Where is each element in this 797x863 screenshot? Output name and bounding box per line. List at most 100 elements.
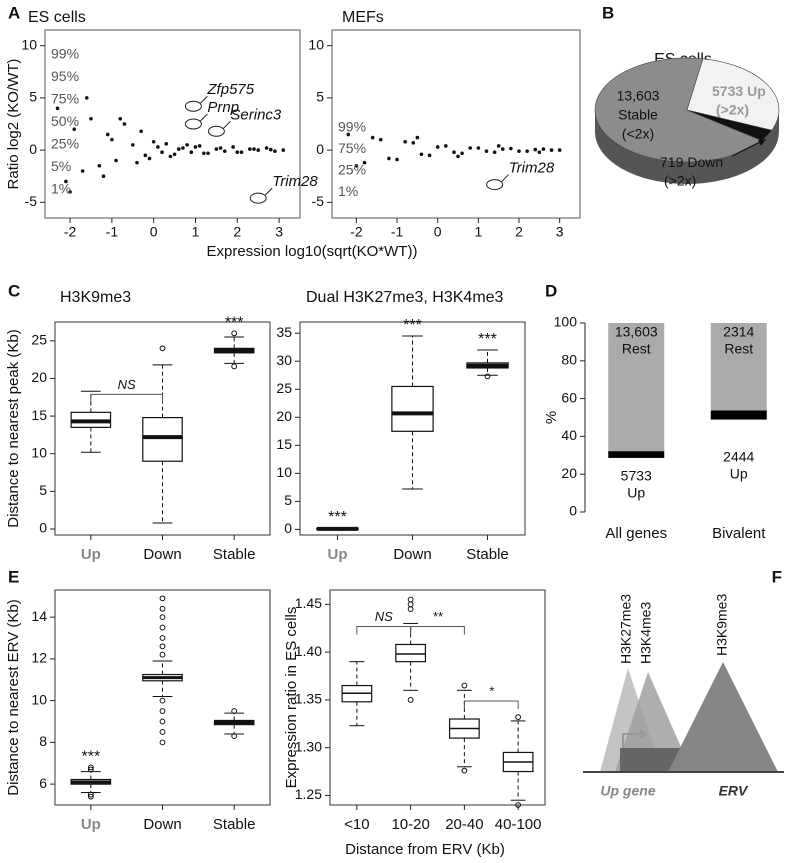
count-label: 5733	[621, 468, 652, 484]
pie-label: Stable	[618, 107, 658, 123]
pie-slice	[594, 57, 763, 163]
point	[85, 96, 89, 100]
bar-segment	[608, 451, 665, 458]
outlier	[407, 596, 414, 603]
outlier	[231, 363, 238, 370]
y-tick-label: 1.35	[295, 691, 322, 707]
box	[391, 385, 434, 432]
outlier	[159, 595, 166, 602]
x-tick-label: -2	[350, 224, 363, 240]
pie-arrowhead	[758, 139, 766, 146]
x-tick-label: Stable	[466, 546, 509, 563]
x-tick-label: -2	[64, 224, 77, 240]
point	[130, 143, 135, 147]
point	[362, 160, 367, 165]
x-tick-label: -1	[391, 224, 404, 240]
bracket-label: NS	[118, 377, 136, 392]
y-tick-label: 80	[561, 352, 577, 368]
point	[273, 149, 277, 153]
x-tick-label: 3	[275, 224, 283, 240]
outlier	[159, 708, 166, 714]
bracket	[410, 625, 465, 635]
point	[248, 147, 252, 151]
percentile-label: 75%	[338, 140, 366, 156]
outlier	[159, 739, 166, 746]
point	[411, 141, 416, 145]
point	[97, 163, 102, 168]
pie-qualifier: (>2x)	[716, 102, 749, 118]
x-tick-label: Down	[393, 546, 431, 563]
percentile-label: 1%	[338, 183, 358, 199]
x-tick-label: 10-20	[391, 816, 429, 833]
series-label: Up	[730, 465, 748, 481]
point	[268, 147, 273, 152]
point	[235, 150, 240, 154]
point	[557, 148, 562, 152]
pie-label: 13,603	[617, 88, 660, 104]
point	[264, 146, 269, 150]
pie-category: Down	[687, 154, 723, 170]
pie-slice	[686, 58, 780, 131]
y-tick-label: 40	[561, 427, 577, 443]
bracket	[90, 393, 163, 403]
percentile-label: 1%	[51, 181, 71, 197]
point	[147, 156, 152, 161]
count-label: 2314	[723, 324, 754, 340]
series-label: Rest	[622, 341, 651, 357]
x-tick-label: Down	[143, 816, 181, 833]
outlier	[159, 643, 166, 650]
significance: ***	[328, 509, 347, 526]
y-tick-label: 100	[554, 314, 578, 330]
y-tick-label: 14	[31, 608, 47, 624]
pie-qualifier: (>2x)	[664, 173, 696, 189]
percentile-label: 25%	[51, 136, 79, 152]
point	[549, 148, 554, 152]
y-tick-label: 10	[21, 36, 37, 52]
outlier	[159, 697, 166, 704]
bracket	[463, 700, 519, 709]
y-tick-label: 5	[284, 492, 292, 508]
point	[415, 135, 420, 140]
point	[139, 129, 143, 134]
significance: ***	[478, 331, 497, 348]
point	[541, 147, 546, 151]
point	[346, 132, 351, 137]
highlight-point	[207, 125, 225, 137]
percentile-label: 95%	[51, 68, 79, 84]
y-tick-label: 25	[31, 332, 47, 348]
x-tick-label: Down	[143, 546, 181, 563]
y-tick-label: 0	[316, 141, 324, 157]
chart-title: ES cells	[28, 9, 86, 26]
x-tick-label: 1	[192, 224, 200, 240]
plot-frame	[54, 589, 271, 806]
h3k4me3-peak	[615, 672, 692, 772]
y-tick-label: 20	[31, 369, 47, 385]
y-tick-label: 0	[569, 503, 577, 519]
point	[456, 154, 460, 159]
annotation: Prnp	[207, 99, 239, 116]
outlier	[87, 791, 94, 798]
y-tick-label: 25	[276, 380, 292, 396]
chart-scatter: A ES cells Ratio log2 (KO/WT) Expression lo…	[5, 3, 417, 259]
point	[80, 169, 85, 173]
outlier	[159, 614, 166, 621]
point	[435, 145, 440, 149]
chart-box: E Distance to nearest ERV (Kb) 6 8 10 12 14 Up D…	[5, 567, 271, 833]
y-tick-label: 10	[308, 36, 324, 52]
plot-frame	[44, 29, 301, 219]
pie-category: Up	[747, 83, 766, 99]
outlier	[407, 606, 414, 613]
highlight-point	[486, 179, 504, 191]
point	[181, 146, 185, 150]
pie-value: 5733	[712, 83, 743, 99]
outlier	[159, 635, 166, 641]
y-tick-label: 1.40	[295, 643, 322, 659]
point	[533, 147, 538, 152]
mark-label: H3K4me3	[638, 602, 654, 664]
x-tick-label: 20-40	[445, 816, 483, 833]
panel-label: C	[8, 281, 20, 300]
outlier	[231, 708, 238, 714]
x-tick-label: Up	[328, 546, 348, 563]
